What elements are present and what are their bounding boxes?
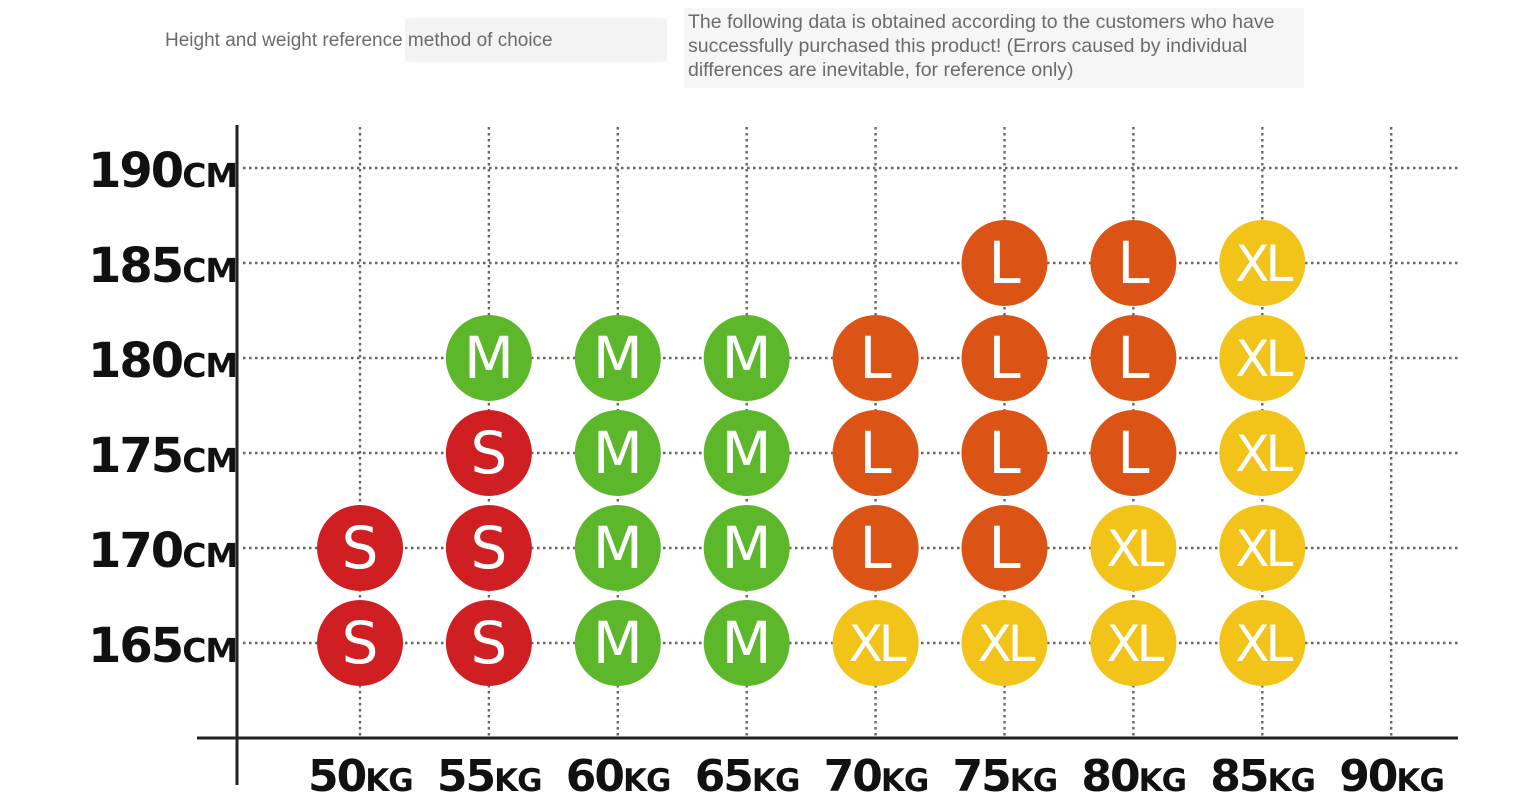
size-marker-label: L [1117,324,1149,392]
size-marker-l [1090,220,1177,306]
x-tick-label: 65KG [695,751,800,800]
size-marker-label: S [342,609,379,677]
chart-caption-left: Height and weight reference method of ch… [165,30,553,51]
size-marker-m [574,410,661,496]
size-marker-m [703,315,790,401]
size-marker-label: M [722,609,772,677]
caption-right-highlight [684,8,1304,88]
y-tick-label: 175CM [88,428,237,484]
size-marker-xl [832,600,919,686]
size-marker-xl [1219,600,1306,686]
size-marker-label: L [859,514,891,582]
size-marker-l [1090,315,1177,401]
size-marker-label: M [464,324,514,392]
size-marker-label: S [470,609,507,677]
size-marker-label: S [470,419,507,487]
size-markers: SSSSSMMMMMMMMMXLLLLXLLLLLXLXLLLLXLXLXLXL… [317,220,1306,686]
size-marker-label: XL [1106,520,1164,578]
size-marker-label: XL [977,615,1035,673]
size-marker-label: M [722,419,772,487]
size-marker-l [832,505,919,591]
x-tick-label: 90KG [1339,751,1444,800]
size-marker-l [832,410,919,496]
x-tick-label: 80KG [1081,751,1186,800]
size-marker-label: M [722,514,772,582]
size-marker-m [574,505,661,591]
x-tick-label: 85KG [1210,751,1315,800]
size-marker-label: XL [1235,235,1293,293]
size-marker-label: XL [1235,425,1293,483]
size-marker-l [961,505,1048,591]
y-tick-label: 165CM [88,618,237,674]
size-marker-xl [1219,410,1306,496]
y-tick-label: 170CM [88,523,237,579]
size-marker-label: L [1117,419,1149,487]
x-tick-label: 60KG [566,751,671,800]
size-marker-xl [961,600,1048,686]
size-marker-s [445,410,532,496]
size-marker-l [961,315,1048,401]
size-marker-s [317,600,403,686]
tick-labels: 165CM 170CM 175CM 180CM 185CM 190CM 50KG 55KG 60… [88,143,1445,800]
size-marker-xl [1219,315,1306,401]
size-marker-l [1090,410,1177,496]
chart-caption-right: The following data is obtained according… [688,11,1275,81]
size-marker-label: L [1117,229,1149,297]
size-marker-label: L [859,324,891,392]
size-marker-xl [1090,505,1177,591]
size-marker-m [703,505,790,591]
size-marker-label: XL [1106,615,1164,673]
axes [197,125,1458,785]
size-marker-label: L [988,514,1020,582]
size-marker-label: XL [849,615,907,673]
size-marker-l [961,220,1048,306]
size-marker-label: L [988,229,1020,297]
x-tick-label: 55KG [437,751,542,800]
size-marker-label: S [470,514,507,582]
size-marker-s [317,505,403,591]
size-marker-label: M [593,514,643,582]
size-marker-m [574,600,661,686]
size-marker-label: XL [1235,330,1293,388]
size-marker-l [832,315,919,401]
size-marker-label: M [722,324,772,392]
size-marker-label: L [859,419,891,487]
x-tick-label: 70KG [824,751,929,800]
size-marker-label: XL [1235,615,1293,673]
size-marker-label: M [593,419,643,487]
size-marker-label: L [988,324,1020,392]
size-marker-m [703,410,790,496]
size-marker-xl [1090,600,1177,686]
y-tick-label: 190CM [88,143,237,199]
x-tick-label: 75KG [953,751,1058,800]
size-marker-m [703,600,790,686]
size-marker-m [445,315,532,401]
size-marker-s [445,505,532,591]
x-tick-label: 50KG [308,751,413,800]
caption-left-highlight [405,18,667,62]
y-tick-label: 180CM [88,333,237,389]
size-marker-xl [1219,505,1306,591]
size-marker-label: M [593,324,643,392]
size-marker-label: L [988,419,1020,487]
size-marker-m [574,315,661,401]
size-marker-xl [1219,220,1306,306]
size-marker-label: M [593,609,643,677]
y-tick-label: 185CM [88,238,237,294]
size-marker-label: S [342,514,379,582]
size-marker-label: XL [1235,520,1293,578]
size-marker-s [445,600,532,686]
size-marker-l [961,410,1048,496]
